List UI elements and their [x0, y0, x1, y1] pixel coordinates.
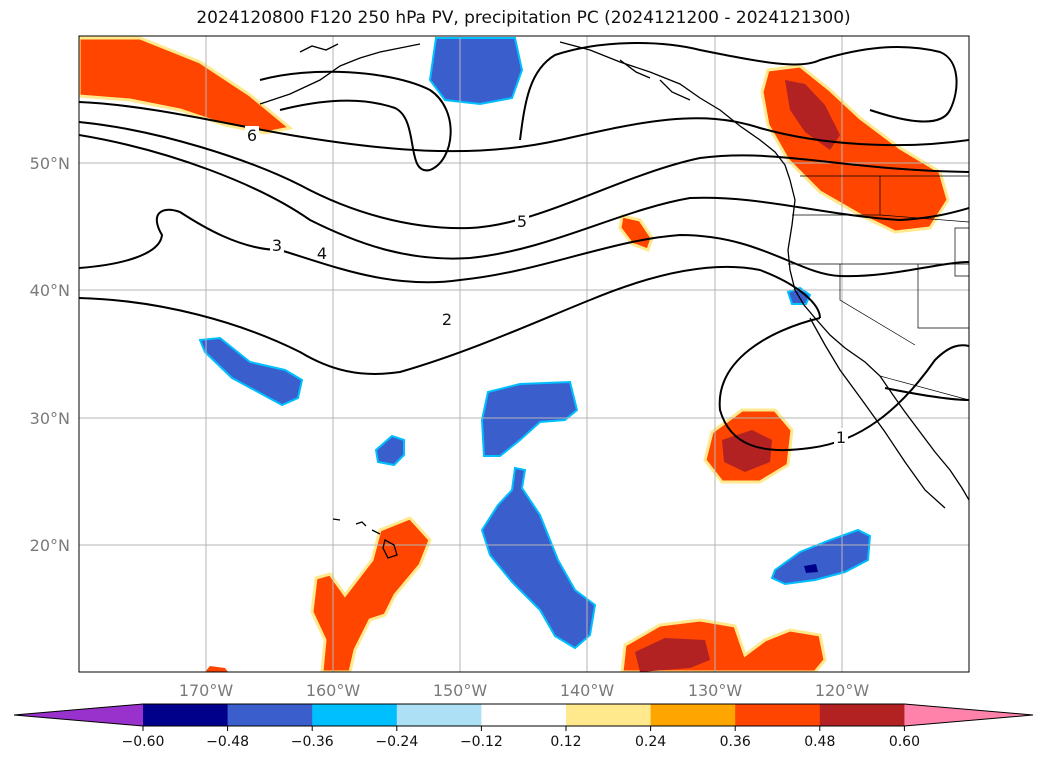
- precip-core-pacific-northwest: [785, 80, 840, 150]
- hawaii-islands: [332, 518, 398, 559]
- colorbar-tick-label: −0.24: [375, 734, 418, 750]
- colorbar-segment: [312, 704, 398, 726]
- lon-label: 170°W: [179, 681, 234, 700]
- colorbar-segment: [227, 704, 313, 726]
- plot-frame: [78, 35, 970, 673]
- precip-dry-central: [480, 380, 579, 457]
- colorbar-tick-label: 0.48: [804, 734, 835, 750]
- colorbar-segment: [396, 704, 482, 726]
- lon-label: 140°W: [560, 681, 615, 700]
- precip-area-hawaii: [310, 516, 432, 672]
- lon-label: 120°W: [815, 681, 870, 700]
- colorbar-tick-label: −0.36: [291, 734, 334, 750]
- pv-contour-closed-alaska: [259, 70, 452, 172]
- colorbar: −0.60 −0.48 −0.36 −0.24 −0.12 0.12 0.24 0.36 0.4…: [13, 703, 1034, 750]
- precip-very-dry-core: [804, 564, 818, 573]
- lon-label: 160°W: [306, 681, 361, 700]
- precip-negative-areas: [198, 37, 872, 650]
- contour-label: 2: [442, 310, 452, 329]
- lon-label: 130°W: [688, 681, 743, 700]
- contour-label: 6: [247, 126, 257, 145]
- precip-positive-areas: [79, 36, 950, 672]
- pv-contour-labels: 6 5 4 3 2 1: [245, 126, 848, 447]
- precip-dry-mexico: [770, 528, 872, 586]
- precip-core-offshore-baja: [722, 430, 772, 472]
- pv-contour-6: [79, 101, 969, 153]
- colorbar-tick-label: −0.48: [206, 734, 249, 750]
- colorbar-segment: [819, 704, 905, 726]
- precip-dry-long-south: [480, 466, 597, 650]
- contour-label: 3: [272, 236, 282, 255]
- colorbar-segment: [650, 704, 736, 726]
- lat-label: 50°N: [30, 154, 70, 173]
- precip-core-south-east: [635, 638, 710, 672]
- pv-contour-4: [79, 134, 969, 260]
- colorbar-tick-label: −0.12: [460, 734, 503, 750]
- precip-dry-west-central: [198, 336, 304, 407]
- precip-area-offshore-oregon: [618, 214, 654, 252]
- contour-label: 5: [517, 212, 527, 231]
- pv-contour-2: [79, 265, 821, 375]
- pv-contour-1-lower: [884, 387, 969, 401]
- gridlines: [79, 36, 969, 672]
- lat-label: 40°N: [30, 281, 70, 300]
- pv-contour-1: [718, 317, 969, 452]
- pv-contours: [79, 42, 969, 452]
- colorbar-tick-label: 0.60: [889, 734, 920, 750]
- precip-dry-gulf-alaska: [428, 37, 524, 106]
- colorbar-segment: [481, 704, 567, 726]
- colorbar-extend-min: [14, 704, 143, 726]
- lat-label: 30°N: [30, 409, 70, 428]
- colorbar-segment: [735, 704, 821, 726]
- precip-area-small-south: [205, 666, 228, 672]
- colorbar-extend-max: [904, 704, 1033, 726]
- precip-area-aleutian: [79, 36, 294, 135]
- colorbar-tick-label: 0.12: [550, 734, 581, 750]
- lat-label: 20°N: [30, 536, 70, 555]
- contour-label: 1: [836, 428, 846, 447]
- contour-label: 4: [317, 244, 327, 263]
- precip-dry-small-center: [374, 434, 405, 467]
- longitude-labels: 170°W 160°W 150°W 140°W 130°W 120°W: [179, 681, 870, 700]
- colorbar-segment: [566, 704, 652, 726]
- pv-contour-3: [79, 208, 969, 284]
- pv-contour-5: [79, 121, 969, 230]
- coastlines: [259, 41, 969, 509]
- latitude-labels: 50°N 40°N 30°N 20°N: [30, 154, 70, 555]
- colorbar-tick-label: −0.60: [122, 734, 165, 750]
- lon-label: 150°W: [433, 681, 488, 700]
- colorbar-tick-label: 0.36: [720, 734, 751, 750]
- pv-contour-ridge: [519, 42, 958, 141]
- colorbar-segment: [143, 704, 229, 726]
- colorbar-tick-label: 0.24: [635, 734, 666, 750]
- map-title: 2024120800 F120 250 hPa PV, precipitatio…: [196, 8, 851, 28]
